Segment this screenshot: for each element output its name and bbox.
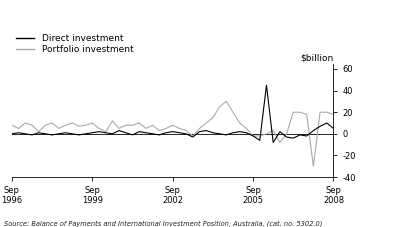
Text: $billion: $billion bbox=[300, 53, 333, 62]
Text: Source: Balance of Payments and International Investment Position, Australia, (c: Source: Balance of Payments and Internat… bbox=[4, 220, 322, 227]
Legend: Direct investment, Portfolio investment: Direct investment, Portfolio investment bbox=[16, 34, 133, 54]
